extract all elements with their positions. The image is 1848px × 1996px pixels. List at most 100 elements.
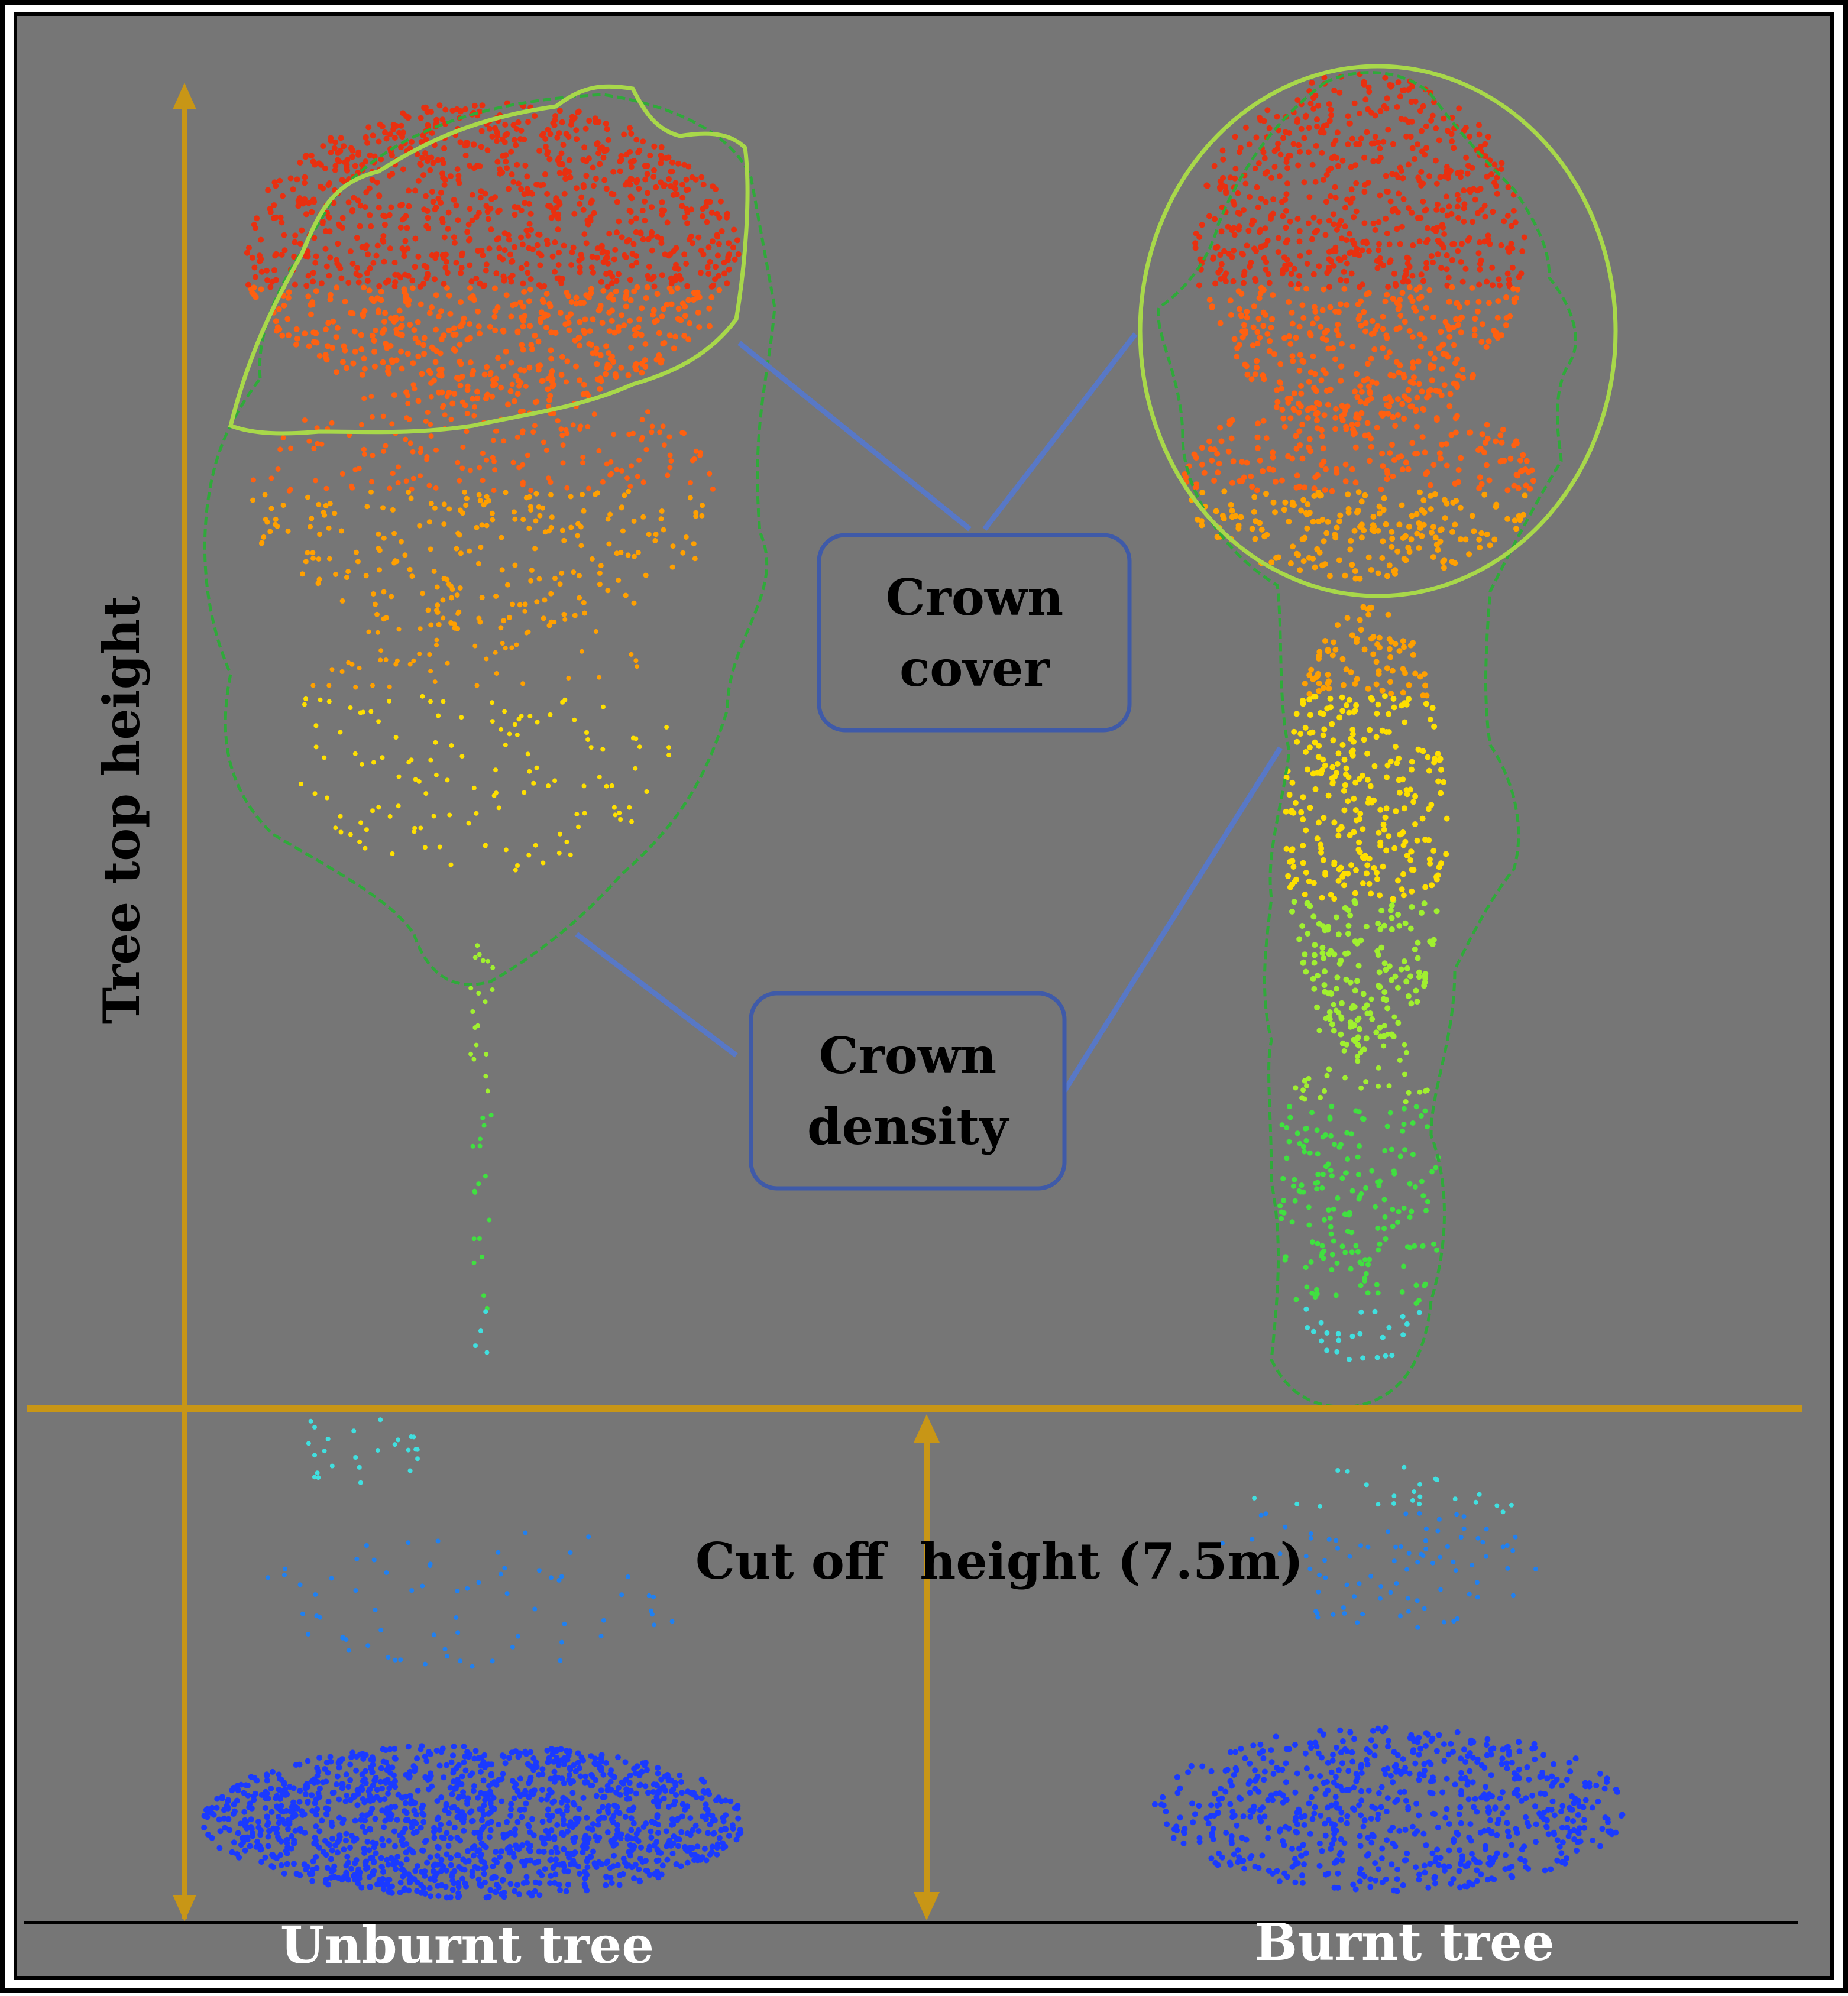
lidar-point xyxy=(667,251,674,258)
lidar-point xyxy=(335,150,341,156)
lidar-point xyxy=(1466,551,1472,558)
lidar-point xyxy=(572,717,577,722)
lidar-point xyxy=(704,219,710,225)
lidar-point xyxy=(1286,333,1293,339)
lidar-point xyxy=(1354,636,1360,642)
lidar-point xyxy=(1358,410,1365,416)
lidar-point xyxy=(397,224,404,231)
lidar-point xyxy=(441,699,446,704)
lidar-point xyxy=(412,386,418,392)
lidar-point xyxy=(1386,403,1393,409)
lidar-point xyxy=(361,365,368,372)
lidar-point xyxy=(661,1796,667,1802)
lidar-point xyxy=(556,1881,562,1888)
lidar-point xyxy=(1479,431,1485,438)
lidar-point xyxy=(1495,298,1501,304)
lidar-point xyxy=(309,197,316,204)
lidar-point xyxy=(1318,323,1324,330)
lidar-point xyxy=(661,340,668,346)
lidar-point xyxy=(1338,1000,1345,1006)
lidar-point xyxy=(406,187,412,194)
lidar-point xyxy=(637,1781,643,1788)
lidar-point xyxy=(1435,547,1441,553)
lidar-point xyxy=(503,348,509,355)
lidar-point xyxy=(1400,638,1406,644)
lidar-point xyxy=(305,273,312,279)
lidar-point xyxy=(523,1874,530,1880)
lidar-point xyxy=(1341,882,1347,889)
lidar-point xyxy=(537,513,543,519)
lidar-point xyxy=(1340,682,1347,688)
lidar-point xyxy=(658,153,664,159)
lidar-point xyxy=(1364,129,1370,135)
lidar-point xyxy=(1349,237,1356,244)
lidar-point xyxy=(651,283,658,290)
lidar-point xyxy=(638,332,645,338)
lidar-point xyxy=(604,1783,611,1789)
lidar-point xyxy=(471,102,478,109)
lidar-point xyxy=(339,359,346,365)
lidar-point xyxy=(458,299,464,306)
lidar-point xyxy=(590,269,596,276)
lidar-point xyxy=(1220,156,1226,163)
lidar-point xyxy=(458,1658,463,1664)
lidar-point xyxy=(374,611,380,617)
lidar-point xyxy=(362,1859,368,1865)
lidar-point xyxy=(1415,939,1421,946)
lidar-point xyxy=(524,1840,530,1846)
lidar-point xyxy=(554,275,561,281)
lidar-point xyxy=(364,278,371,284)
lidar-point xyxy=(1314,1004,1321,1010)
lidar-point xyxy=(1485,134,1491,140)
lidar-point xyxy=(518,207,525,213)
lidar-point xyxy=(563,131,569,137)
lidar-point xyxy=(362,1829,368,1835)
lidar-point xyxy=(519,241,526,248)
lidar-point xyxy=(632,332,639,339)
lidar-point xyxy=(472,955,478,960)
lidar-point xyxy=(326,273,332,279)
lidar-point xyxy=(675,1816,681,1822)
lidar-point xyxy=(333,572,339,577)
lidar-point xyxy=(399,365,405,372)
lidar-point xyxy=(1407,134,1414,140)
lidar-point xyxy=(623,1862,630,1868)
lidar-point xyxy=(281,247,288,254)
lidar-point xyxy=(1405,119,1412,125)
lidar-point xyxy=(1319,516,1326,523)
lidar-point xyxy=(1403,133,1410,140)
lidar-point xyxy=(596,1760,603,1767)
lidar-point xyxy=(313,253,319,260)
lidar-point xyxy=(1264,169,1270,175)
lidar-point xyxy=(323,485,329,491)
lidar-point xyxy=(514,733,520,737)
lidar-point xyxy=(1347,546,1354,553)
lidar-point xyxy=(683,261,690,267)
lidar-point xyxy=(1454,203,1461,210)
lidar-point xyxy=(365,251,371,258)
lidar-point xyxy=(1321,955,1327,961)
lidar-point xyxy=(674,1836,680,1842)
lidar-point xyxy=(487,1788,493,1795)
lidar-point xyxy=(302,1791,309,1797)
lidar-point xyxy=(714,1851,720,1858)
lidar-point xyxy=(1437,174,1444,180)
lidar-point xyxy=(1313,388,1319,394)
lidar-point xyxy=(1427,492,1433,499)
lidar-point xyxy=(346,660,351,665)
lidar-point xyxy=(273,318,279,325)
lidar-point xyxy=(1475,299,1482,305)
lidar-point xyxy=(1365,611,1372,618)
lidar-point xyxy=(1455,479,1462,485)
lidar-point xyxy=(1339,341,1345,347)
lidar-point xyxy=(299,227,305,234)
lidar-point xyxy=(381,319,387,325)
lidar-point xyxy=(374,1794,380,1800)
lidar-point xyxy=(1395,174,1402,180)
lidar-point xyxy=(1288,271,1294,277)
lidar-point xyxy=(246,244,252,251)
lidar-point xyxy=(580,157,587,163)
lidar-point xyxy=(1406,328,1413,334)
lidar-point xyxy=(556,250,562,256)
lidar-point xyxy=(411,1876,418,1882)
